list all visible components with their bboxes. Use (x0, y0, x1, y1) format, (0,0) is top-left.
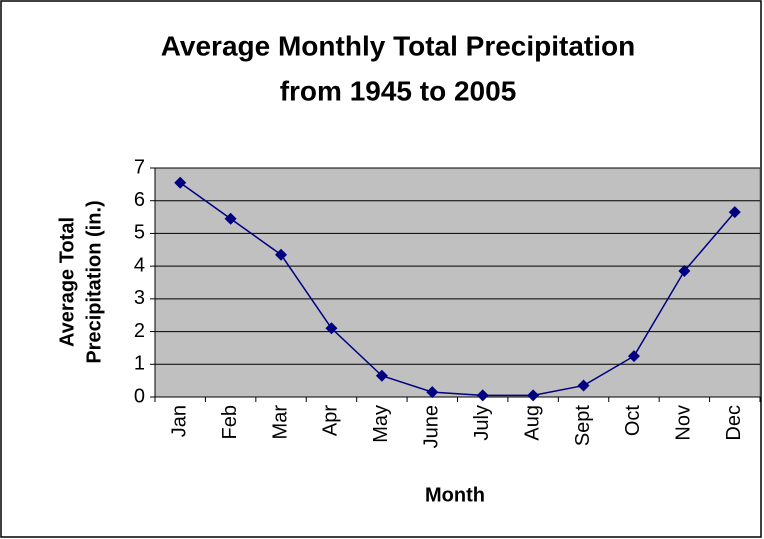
y-axis-title: Precipitation (in.) (83, 200, 105, 363)
data-point (476, 389, 489, 402)
y-tick-label: 7 (134, 156, 145, 178)
y-tick-label: 0 (134, 385, 145, 407)
y-tick-label: 3 (134, 287, 145, 309)
data-point (224, 212, 237, 225)
x-axis-title: Month (425, 484, 485, 506)
data-point (577, 379, 590, 392)
x-tick-label: Feb (219, 405, 241, 439)
x-tick-label: Nov (673, 405, 695, 441)
x-tick-label: Jan (168, 405, 190, 437)
x-tick-label: Sept (572, 405, 594, 447)
data-point (426, 386, 439, 399)
plot-area (154, 167, 761, 398)
y-tick-label: 2 (134, 320, 145, 342)
y-tick-label: 5 (134, 222, 145, 244)
x-tick-label: Apr (320, 405, 342, 436)
x-tick-label: Oct (622, 405, 644, 437)
data-point (325, 322, 338, 335)
data-point (728, 206, 741, 219)
y-tick-label: 4 (134, 254, 145, 276)
data-point (174, 176, 187, 189)
data-point (678, 265, 691, 278)
x-tick-label: Dec (723, 405, 745, 441)
data-point (527, 389, 540, 402)
x-tick-label: May (370, 405, 392, 443)
y-axis-title: Average Total (56, 217, 78, 347)
data-line (179, 182, 736, 397)
y-tick-label: 6 (134, 189, 145, 211)
chart-title: Average Monthly Total Precipitation (161, 30, 636, 61)
y-tick-label: 1 (134, 353, 145, 375)
data-point (375, 369, 388, 382)
chart-title: from 1945 to 2005 (280, 75, 517, 106)
data-point (275, 248, 288, 261)
x-tick-label: Aug (521, 405, 543, 441)
data-point (627, 350, 640, 363)
x-tick-label: June (421, 405, 443, 448)
x-tick-label: Mar (269, 405, 291, 440)
x-tick-label: July (471, 405, 493, 441)
